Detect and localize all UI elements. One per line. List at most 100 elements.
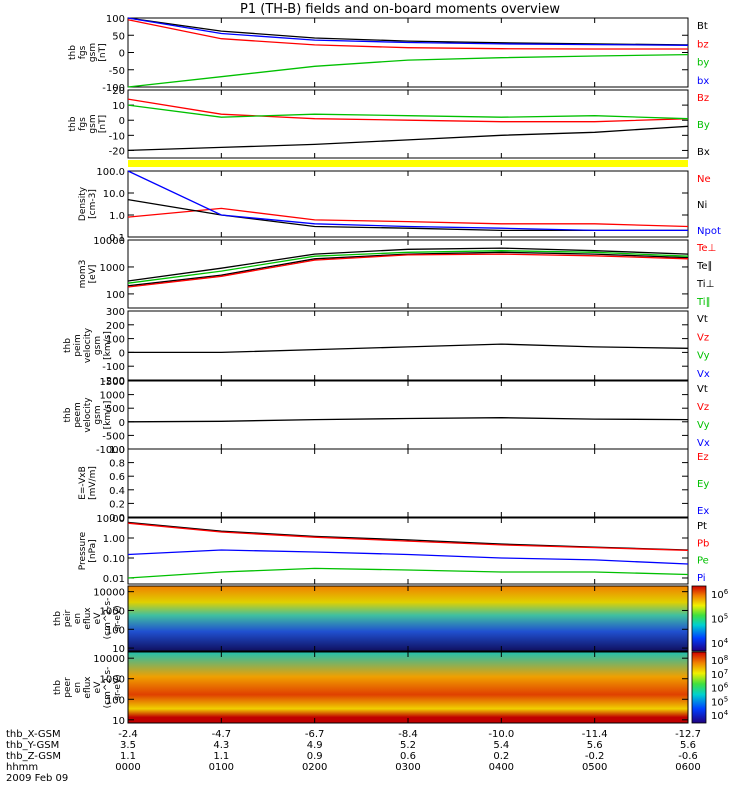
panel-temperature: 10000 1000 100 mom3[eV] Te⊥ Te∥ Ti⊥ Ti∥ — [78, 236, 716, 309]
y-tick-label: -100 — [102, 362, 125, 373]
legend-entry: Pb — [697, 538, 709, 549]
y-axis-label: thbpeerenefluxeV(cm^2-s-sr-eV) — [53, 667, 123, 709]
panel-density: 100.0 10.0 1.0 0.1 Density[cm-3] Ne Ni Npot — [78, 167, 721, 244]
legend-entry: Vz — [697, 332, 709, 343]
y-tick-label: 100 — [106, 14, 125, 25]
y-axis-label: mom3[eV] — [78, 260, 98, 289]
panel-frame — [127, 17, 689, 88]
panels: 100500-50-100thbfgsgsm[nT]Btbzbybx20100-… — [53, 14, 729, 727]
series-line-Ti∥ — [127, 250, 689, 284]
colorbar-tick-label: 105 — [711, 695, 728, 708]
legend-entry: Vz — [697, 402, 709, 413]
y-tick-label: 1000 — [100, 606, 125, 617]
colorbar-tick-label: 108 — [711, 654, 728, 667]
y-axis-label: E=-VxB[mV/m] — [78, 466, 98, 500]
x-axis-value: -8.4 — [398, 729, 418, 740]
x-axis-value: 4.3 — [213, 740, 229, 751]
legend-entry: Ez — [697, 452, 709, 463]
series-line-Npot — [127, 170, 688, 232]
y-tick-label: 10 — [112, 716, 125, 727]
series-line-Ne — [127, 207, 689, 228]
colorbar-tick-label: 104 — [711, 637, 729, 650]
x-axis-value: -12.7 — [675, 729, 701, 740]
panel-frame — [127, 448, 689, 518]
x-axis-value: -0.2 — [585, 751, 605, 762]
y-tick-label: 10000 — [93, 236, 125, 247]
legend-entry: Pi — [697, 573, 706, 584]
x-axis-value: -2.4 — [118, 729, 138, 740]
x-axis-row-label: thb_Y-GSM — [6, 740, 59, 751]
y-tick-label: 1.0 — [109, 445, 125, 456]
x-axis-row-label: thb_Z-GSM — [6, 751, 61, 762]
legend-entry: Pe — [697, 556, 709, 567]
x-axis-value: 5.6 — [680, 740, 696, 751]
x-axis-value: 5.4 — [493, 740, 509, 751]
y-tick-label: 0 — [119, 418, 125, 429]
legend-entry: Ti⊥ — [696, 279, 714, 290]
date-label: 2009 Feb 09 — [6, 773, 68, 784]
y-tick-label: 1000 — [100, 391, 125, 402]
y-tick-label: 10000 — [93, 654, 125, 665]
y-tick-label: 0.10 — [103, 554, 125, 565]
legend-entry: Ey — [697, 479, 709, 490]
series-line-Vt — [128, 343, 689, 354]
legend-entry: Ni — [697, 200, 707, 211]
y-axis-label: Pressure[nPa] — [78, 531, 98, 570]
x-axis-value: 5.2 — [400, 740, 416, 751]
y-tick-label: 1000 — [100, 675, 125, 686]
legend-entry: Pt — [697, 521, 707, 532]
y-tick-label: -20 — [109, 146, 125, 157]
legend-entry: Te∥ — [696, 261, 713, 272]
series-line-Ni — [127, 198, 688, 232]
series-line-Te⊥ — [127, 253, 689, 288]
panel-ion-velocity: 300 200 100 0 -100 -200 thbpeimvelocitygsm[km/… — [63, 307, 710, 387]
y-tick-label: 0.0 — [109, 513, 125, 524]
y-tick-label: 10 — [112, 101, 125, 112]
plot-title: P1 (TH-B) fields and on-board moments ov… — [240, 2, 560, 17]
x-axis-value: 0500 — [582, 762, 607, 773]
y-tick-label: 100 — [106, 695, 125, 706]
y-axis-label: thbpeimvelocitygsm[km/s] — [63, 327, 113, 363]
colorbar — [691, 585, 707, 652]
x-axis-row-label: thb_X-GSM — [6, 729, 61, 740]
y-tick-label: 0 — [119, 116, 125, 127]
colorbar — [691, 651, 707, 724]
y-tick-label: -50 — [109, 66, 125, 77]
y-tick-label: 10 — [112, 644, 125, 655]
legend-entry: Te⊥ — [696, 243, 716, 254]
x-axis-value: -4.7 — [212, 729, 232, 740]
series-line-Pi — [127, 549, 689, 565]
panel-pressure: 10.00 1.00 0.10 0.01 Pressure[nPa] Pt Pb Pe Pi — [78, 514, 709, 585]
y-tick-label: 0.1 — [109, 233, 125, 244]
legend-entry: Bx — [697, 147, 710, 158]
panel-electron-velocity: 1500 1000 500 0 -500 -1000 thbpeemvelocitygsm[… — [63, 377, 710, 456]
x-axis-value: -10.0 — [488, 729, 514, 740]
series-line-Pe — [127, 567, 689, 579]
legend-entry: by — [697, 58, 709, 69]
panel-ion-spectrogram: 106 105 104 10000 1000 100 10 thbpeirenefluxeV(… — [53, 585, 729, 655]
y-tick-label: -1000 — [96, 445, 125, 456]
x-axis-value: 0400 — [489, 762, 514, 773]
panel-frame — [127, 239, 689, 309]
spectrogram-image — [128, 586, 688, 651]
series-line-Vt — [127, 417, 689, 423]
series-line-Bz — [127, 98, 689, 123]
legend-entry: Vy — [697, 351, 710, 362]
legend-entry: Ex — [697, 506, 709, 517]
y-tick-label: 100 — [106, 290, 125, 301]
x-axis-value: -6.7 — [305, 729, 325, 740]
x-axis-value: -0.6 — [678, 751, 698, 762]
spectrogram-image — [128, 652, 688, 723]
y-tick-label: 50 — [112, 31, 125, 42]
series-line-Bt — [127, 17, 689, 46]
x-axis-value: 1.1 — [213, 751, 229, 762]
series-line-bx — [127, 17, 689, 46]
legend-entry: Npot — [697, 226, 721, 237]
y-tick-label: 0.4 — [109, 486, 125, 497]
panel-bfield-mag: 100 50 0 -50 -100 thbfgsgsm[nT] Bt bz by bx — [68, 14, 709, 94]
y-tick-label: 10.0 — [103, 189, 125, 200]
x-axis-value: 0200 — [302, 762, 327, 773]
panel-frame — [127, 310, 689, 381]
